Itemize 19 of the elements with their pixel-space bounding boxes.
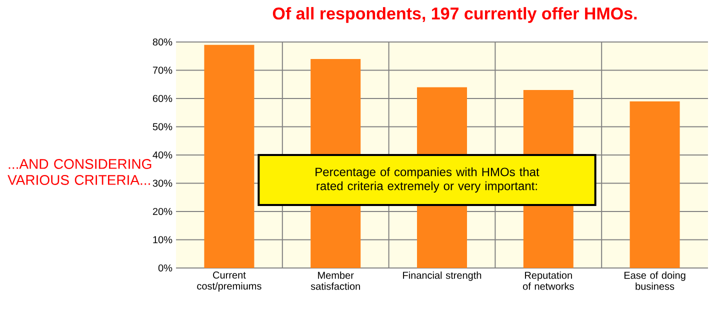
x-tick-label: Current cost/premiums (197, 272, 262, 292)
x-tick-label: Ease of doing business (624, 272, 686, 290)
chart-title: Of all respondents, 197 currently offer HMOs. (272, 7, 637, 23)
x-tick-label: Member satisfaction (310, 272, 360, 290)
x-tick-label: Reputation of networks (522, 272, 574, 290)
y-tick-label: 70% (152, 66, 172, 74)
y-tick-label: 20% (152, 208, 172, 216)
y-tick-label: 80% (152, 38, 172, 46)
y-tick-label: 50% (152, 123, 172, 130)
bar (204, 44, 254, 268)
y-tick-label: 0% (158, 264, 172, 272)
x-tick-label: Financial strength (403, 272, 482, 281)
y-tick-label: 40% (152, 151, 172, 159)
y-tick-label: 60% (152, 94, 172, 102)
y-tick-label: 30% (152, 180, 172, 187)
annotation: Percentage of companies with HMOs that rated criteria extremely or very important: (316, 167, 540, 193)
bar (630, 101, 680, 268)
y-tick-label: 10% (153, 236, 172, 244)
text: ...AND CONSIDERING VARIOUS CRITERIA... (8, 159, 152, 185)
